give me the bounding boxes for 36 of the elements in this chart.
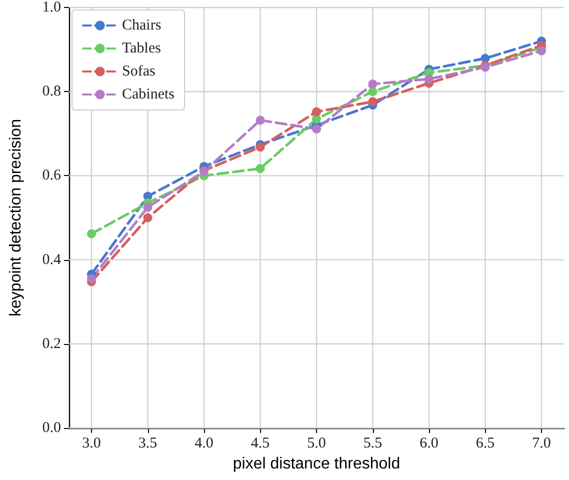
point: [368, 97, 378, 106]
y-tick-label: 0.8: [42, 84, 61, 100]
y-tick-label: 1.0: [42, 0, 61, 16]
point: [256, 164, 265, 174]
point: [256, 142, 265, 152]
x-tick-label: 6.5: [476, 436, 495, 452]
x-tick-label: 3.0: [82, 436, 101, 452]
legend-label: Sofas: [122, 64, 156, 80]
x-tick-label: 3.5: [138, 436, 158, 452]
point: [87, 274, 96, 284]
x-tick-label: 5.0: [307, 436, 326, 452]
y-tick-label: 0.2: [42, 336, 61, 352]
point: [312, 124, 321, 134]
point: [424, 74, 434, 84]
x-axis-title: pixel distance threshold: [232, 456, 400, 472]
x-tick-label: 4.0: [194, 436, 214, 452]
point: [312, 114, 321, 124]
x-tick-label: 7.0: [532, 436, 551, 452]
point: [87, 229, 96, 238]
y-axis-title: keypoint detection precision: [8, 119, 24, 316]
point: [143, 213, 152, 222]
x-tick-label: 6.0: [420, 436, 438, 452]
legend-label: Chairs: [122, 18, 162, 34]
y-tick-label: 0.6: [42, 168, 62, 184]
legend-label: Tables: [122, 40, 162, 56]
x-tick-label: 5.5: [363, 436, 382, 452]
y-tick-label: 0.4: [42, 252, 62, 268]
legend-label: Cabinets: [122, 86, 175, 102]
point: [256, 116, 265, 125]
point: [537, 46, 546, 56]
point: [368, 80, 378, 89]
x-tick-label: 4.5: [250, 436, 270, 452]
point: [368, 87, 378, 96]
point: [312, 107, 321, 116]
y-tick-label: 0.0: [42, 420, 61, 436]
point: [143, 202, 152, 212]
